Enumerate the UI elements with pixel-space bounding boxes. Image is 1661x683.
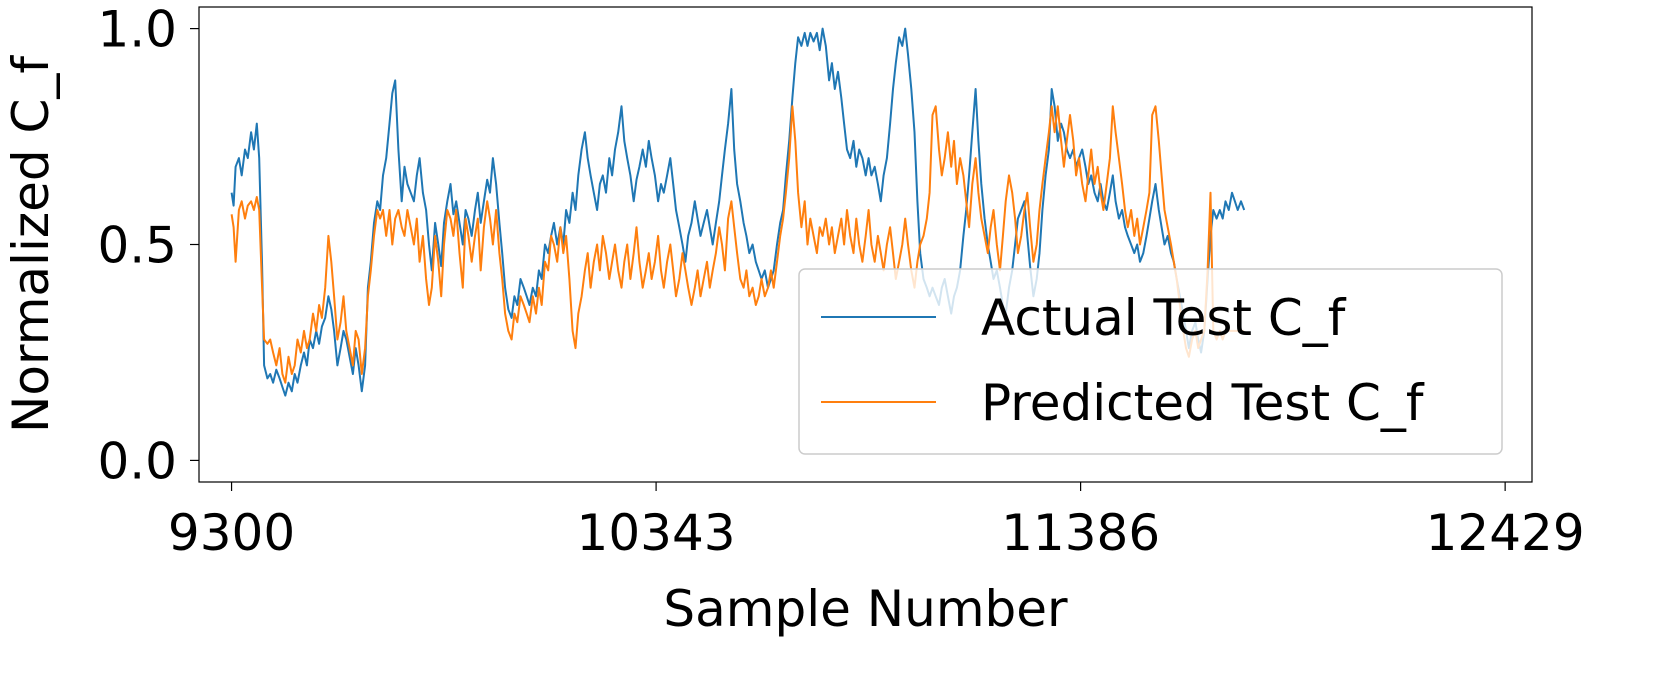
legend: Actual Test C_f Predicted Test C_f — [798, 268, 1503, 455]
x-axis-label: Sample Number — [663, 580, 1068, 638]
x-tick-label: 12429 — [1426, 504, 1585, 562]
series-layer — [230, 27, 1246, 397]
legend-box — [798, 268, 1503, 455]
y-tick-label: 0.0 — [97, 432, 177, 490]
x-tick-label: 9300 — [168, 504, 295, 562]
legend-label-predicted: Predicted Test C_f — [981, 374, 1425, 432]
legend-label-actual: Actual Test C_f — [981, 289, 1347, 347]
y-tick-label: 0.5 — [97, 217, 177, 275]
series-line-predicted — [230, 105, 1245, 384]
x-tick-label: 10343 — [577, 504, 736, 562]
y-axis-label: Normalized C_f — [2, 55, 60, 433]
axes-layer: 9300 10343 11386 12429 0.0 0.5 1.0 — [97, 1, 1584, 562]
x-tick-label: 11386 — [1001, 504, 1160, 562]
y-tick-label: 1.0 — [97, 1, 177, 59]
